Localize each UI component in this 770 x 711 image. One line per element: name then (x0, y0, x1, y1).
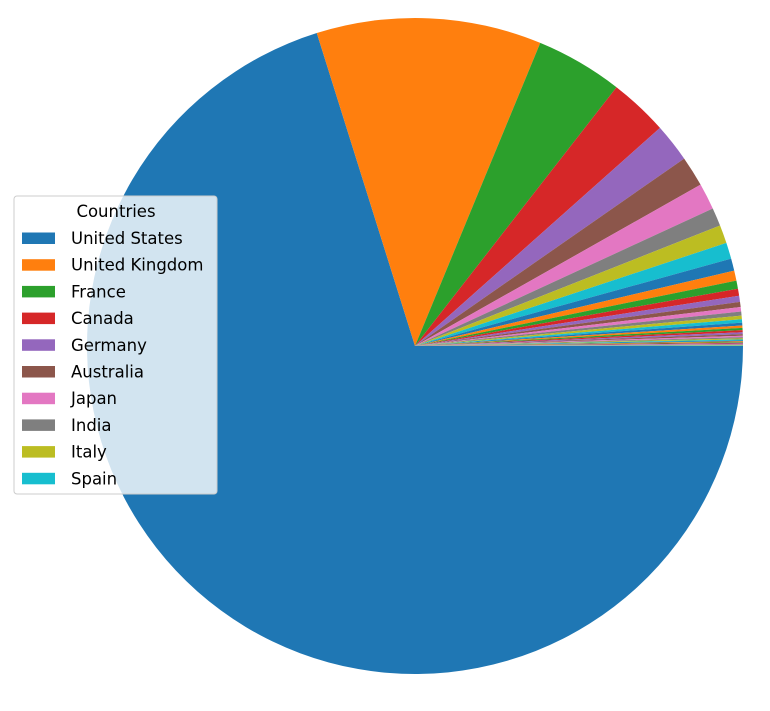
pie-slice-23 (415, 330, 743, 346)
pie-slice-30 (415, 340, 743, 346)
legend-label: Australia (71, 363, 144, 382)
legend-label: Canada (71, 309, 134, 328)
pie-slice-19 (415, 319, 743, 346)
legend-swatch (22, 446, 55, 458)
legend-swatch (22, 419, 55, 431)
legend-swatch (22, 312, 55, 325)
pie-slice-26 (415, 335, 743, 346)
pie-slice-11 (415, 270, 737, 346)
pie-slice-japan (415, 184, 713, 346)
pie-slice-12 (415, 280, 738, 346)
pie-slice-28 (415, 338, 743, 346)
pie-slice-36 (415, 344, 744, 346)
legend-label: United Kingdom (71, 256, 203, 275)
legend-swatch (22, 339, 55, 351)
pie-slice-22 (415, 327, 743, 346)
pie-slice-25 (415, 334, 743, 346)
pie-slice-21 (415, 325, 743, 346)
legend-swatch (22, 259, 55, 271)
legend-label: Germany (71, 336, 147, 355)
legend-label: Italy (71, 443, 107, 462)
pie-slices (86, 17, 744, 674)
legend-swatch (22, 392, 55, 405)
pie-slice-15 (415, 301, 741, 346)
pie-slice-australia (415, 158, 701, 346)
pie-slice-italy (415, 225, 727, 346)
pie-slice-27 (415, 337, 743, 346)
pie-slice-10 (415, 258, 735, 346)
pie-slice-32 (415, 342, 743, 346)
legend-swatch (22, 472, 55, 485)
legend-swatch (22, 232, 55, 244)
pie-slice-united-kingdom (316, 17, 541, 346)
pie-slice-germany (415, 127, 685, 347)
pie-slice-34 (415, 343, 743, 346)
pie-slice-24 (415, 332, 743, 346)
pie-slice-37 (415, 344, 744, 346)
legend-label: Japan (70, 389, 117, 408)
pie-slice-canada (415, 87, 660, 346)
pie-slice-spain (415, 242, 732, 346)
pie-slice-united-states (86, 33, 744, 674)
pie-slice-18 (415, 315, 742, 346)
legend-swatch (22, 366, 55, 378)
legend-items: United States United Kingdom France Canada G… (22, 229, 203, 488)
legend-frame (13, 195, 218, 495)
legend-label: France (71, 282, 126, 301)
legend-swatch (22, 285, 55, 298)
pie-slice-13 (415, 288, 740, 346)
pie-slice-31 (415, 341, 743, 346)
legend-title: Countries (76, 202, 155, 221)
pie-slice-33 (415, 342, 743, 346)
pie-slice-35 (415, 343, 743, 346)
legend: Countries United States United Kingdom Fra… (13, 195, 218, 495)
legend-label: United States (71, 229, 183, 248)
pie-slice-16 (415, 307, 742, 346)
pie-slice-france (415, 42, 617, 347)
pie-slice-29 (415, 339, 743, 346)
pie-slice-india (415, 208, 721, 346)
pie-slice-20 (415, 322, 743, 346)
legend-label: India (71, 416, 112, 435)
pie-slice-17 (415, 311, 742, 346)
pie-slice-38 (415, 345, 744, 346)
legend-label: Spain (71, 469, 117, 488)
pie-slice-14 (415, 295, 741, 346)
